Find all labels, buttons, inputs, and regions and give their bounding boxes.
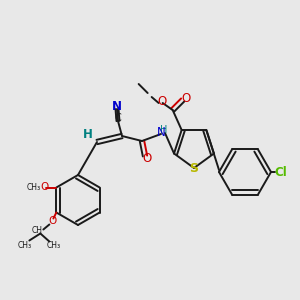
Text: CH: CH [32,226,43,235]
Text: CH₃: CH₃ [17,241,32,250]
Text: O: O [40,182,49,191]
Text: H: H [160,125,168,135]
Text: N: N [157,127,165,140]
Text: H: H [83,128,93,142]
Text: O: O [142,152,152,166]
Text: Cl: Cl [274,166,287,178]
Text: S: S [190,163,199,176]
Text: CH₃: CH₃ [46,241,60,250]
Text: CH₃: CH₃ [26,183,40,192]
Text: C: C [115,113,122,123]
Text: O: O [181,92,190,104]
Text: O: O [157,94,166,107]
Text: O: O [48,215,56,226]
Text: N: N [112,100,122,112]
